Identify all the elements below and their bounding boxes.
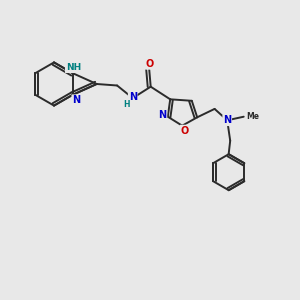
Text: O: O [146, 59, 154, 69]
Text: N: N [158, 110, 166, 121]
Text: O: O [181, 125, 189, 136]
Text: Me: Me [246, 112, 259, 121]
Text: NH: NH [66, 63, 81, 72]
Text: H: H [123, 100, 129, 109]
Text: N: N [129, 92, 137, 102]
Text: N: N [223, 115, 231, 125]
Text: N: N [72, 95, 80, 105]
